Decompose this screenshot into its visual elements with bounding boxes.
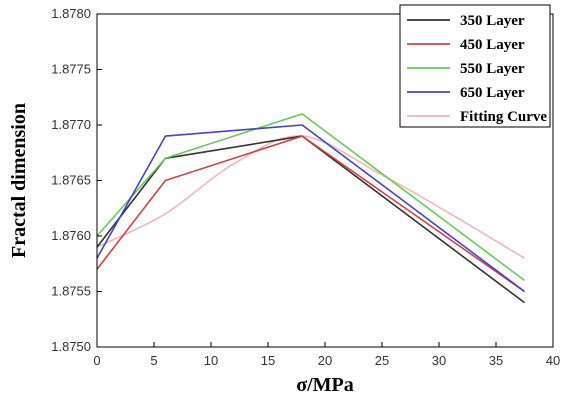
x-tick-label: 5 (150, 353, 157, 368)
y-tick-label: 1.8775 (51, 62, 91, 77)
y-tick-label: 1.8755 (51, 284, 91, 299)
legend-label: 450 Layer (460, 37, 525, 53)
x-tick-label: 20 (318, 353, 332, 368)
series-line-650-layer (96, 124, 525, 293)
legend-label: 550 Layer (460, 61, 525, 77)
series-line-fitting-curve (96, 135, 525, 259)
legend: 350 Layer 450 Layer 550 Layer 650 Layer Fitt… (399, 4, 551, 128)
y-tick-label: 1.8770 (51, 117, 91, 132)
legend-label: 350 Layer (460, 13, 525, 29)
x-tick-label: 10 (204, 353, 218, 368)
legend-label: 650 Layer (460, 85, 525, 101)
legend-box (399, 4, 551, 128)
x-tick-label: 0 (93, 353, 100, 368)
x-tick-label: 25 (375, 353, 389, 368)
y-axis: 1.8750 1.8755 1.8760 1.8765 1.8770 1.8775 1.87… (51, 6, 102, 354)
x-axis: 0 5 10 15 20 25 30 35 40 (93, 342, 560, 368)
series-line-350-layer (96, 135, 525, 304)
x-tick-label: 35 (489, 353, 503, 368)
y-axis-label: Fractal dimension (8, 103, 30, 258)
x-axis-label: σ/MPa (296, 374, 354, 396)
series-line-450-layer (96, 135, 525, 293)
y-tick-label: 1.8760 (51, 228, 91, 243)
plot-lines (96, 113, 525, 304)
y-tick-label: 1.8750 (51, 339, 91, 354)
x-tick-label: 15 (261, 353, 275, 368)
y-tick-label: 1.8780 (51, 6, 91, 21)
y-tick-label: 1.8765 (51, 173, 91, 188)
x-tick-label: 40 (546, 353, 560, 368)
x-tick-label: 30 (432, 353, 446, 368)
legend-label: Fitting Curve (460, 109, 547, 125)
